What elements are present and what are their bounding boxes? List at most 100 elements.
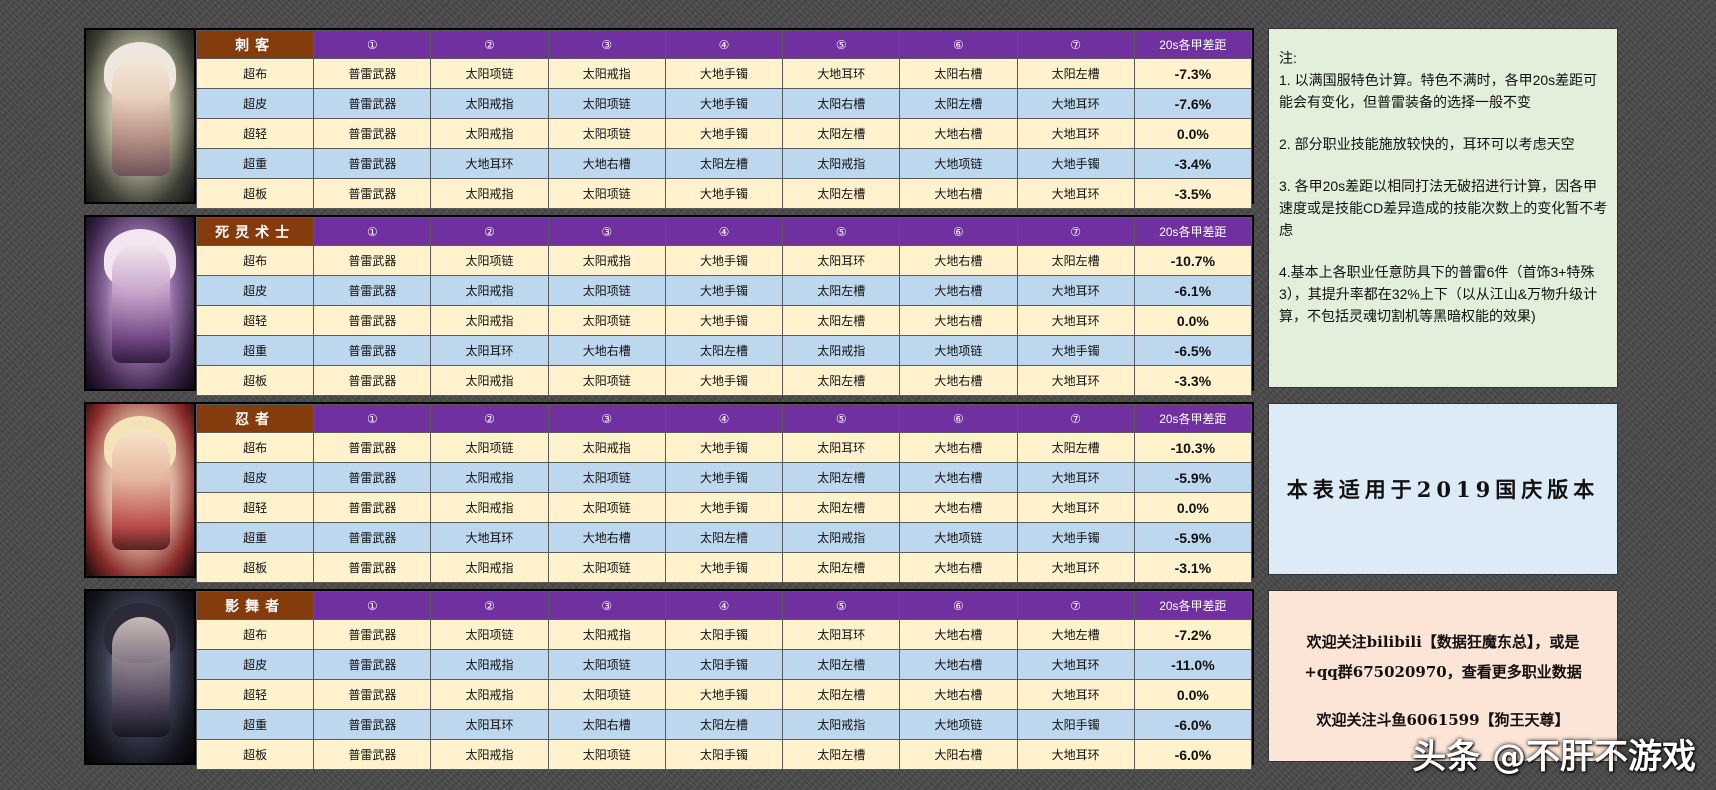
equipment-cell: 普雷武器 xyxy=(313,245,432,276)
equipment-cell: 太阳戒指 xyxy=(430,739,549,770)
diff-value: -11.0% xyxy=(1133,649,1253,680)
diff-header: 20s各甲差距 xyxy=(1133,591,1253,620)
equipment-table: 影舞者 ① ② ③ ④ ⑤ ⑥ ⑦ 20s各甲差距 超布 普雷武器 太阳项链 太阳戒指 太阳手镯 太阳耳环大… xyxy=(195,591,1253,770)
equipment-cell: 太阳左槽 xyxy=(782,679,901,710)
follow-line-1: 欢迎关注bilibili【数据狂魔东总】，或是 xyxy=(1306,633,1580,651)
class-portrait xyxy=(86,404,196,576)
equipment-cell: 太阳项链 xyxy=(547,679,666,710)
table-row: 超板 普雷武器 太阳戒指 太阳项链 大地手镯 太阳左槽 大地右槽 大地耳环 -3.5% xyxy=(195,178,1253,209)
equipment-cell: 太阳项链 xyxy=(430,245,549,276)
table-row: 超板 普雷武器 太阳戒指 太阳项链 大地手镯 太阳左槽 大地右槽 大地耳环 -3.1% xyxy=(195,552,1253,583)
table-row: 超轻 普雷武器 太阳戒指 太阳项链 大地手镯 太阳左槽 大地右槽 大地耳环 0.0% xyxy=(195,305,1253,336)
equipment-cell: 普雷武器 xyxy=(313,118,432,149)
equipment-cell: 太阳戒指 xyxy=(547,619,666,650)
equipment-cell: 大地右槽 xyxy=(899,365,1018,396)
equipment-cell: 大地手镯 xyxy=(1016,148,1135,179)
table-row: 超布 普雷武器 太阳项链 太阳戒指 大地手镯 太阳耳环 大地右槽 太阳左槽 -10.7% xyxy=(195,245,1253,276)
equipment-cell: 大地耳环 xyxy=(1016,679,1135,710)
equipment-cell: 太阳右槽 xyxy=(782,88,901,119)
equipment-cell: 太阳左槽 xyxy=(782,649,901,680)
equipment-cell: 大地右槽 xyxy=(547,335,666,366)
equipment-cell: 大地右槽 xyxy=(899,552,1018,583)
diff-value: -7.3% xyxy=(1133,58,1253,89)
equipment-cell: 太阳戒指 xyxy=(430,178,549,209)
equipment-cell: 太阳戒指 xyxy=(547,58,666,89)
slot-header: ④ xyxy=(664,30,784,59)
class-name: 死灵术士 xyxy=(195,217,315,246)
equipment-cell: 大地右槽 xyxy=(899,275,1018,306)
equipment-cell: 大地右槽 xyxy=(899,118,1018,149)
equipment-cell: 大地手镯 xyxy=(664,305,784,336)
equipment-cell: 太阳项链 xyxy=(430,432,549,463)
equipment-cell: 太阳戒指 xyxy=(430,275,549,306)
equipment-cell: 太阳左槽 xyxy=(782,305,901,336)
equipment-cell: 太阳戒指 xyxy=(782,709,901,740)
equipment-cell: 太阳耳环 xyxy=(430,335,549,366)
equipment-cell: 普雷武器 xyxy=(313,649,432,680)
slot-header: ⑦ xyxy=(1016,217,1135,246)
equipment-cell: 大地项链 xyxy=(899,522,1018,553)
slot-header: ② xyxy=(430,404,549,433)
armor-type: 超轻 xyxy=(195,305,315,336)
diff-value: 0.0% xyxy=(1133,679,1253,710)
equipment-cell: 太阳戒指 xyxy=(430,462,549,493)
armor-type: 超布 xyxy=(195,619,315,650)
equipment-cell: 大地右槽 xyxy=(899,462,1018,493)
note-1: 1. 以满国服特色计算。特色不满时，各甲20s差距可能会有变化，但普雷装备的选择… xyxy=(1279,72,1598,110)
equipment-cell: 大地右槽 xyxy=(899,305,1018,336)
armor-type: 超布 xyxy=(195,432,315,463)
equipment-cell: 太阳耳环 xyxy=(782,432,901,463)
equipment-cell: 太阳项链 xyxy=(547,305,666,336)
diff-value: -3.3% xyxy=(1133,365,1253,396)
equipment-cell: 普雷武器 xyxy=(313,462,432,493)
equipment-cell: 大地手镯 xyxy=(664,679,784,710)
slot-header: ⑦ xyxy=(1016,591,1135,620)
slot-header: ③ xyxy=(547,30,666,59)
equipment-cell: 太阳戒指 xyxy=(547,432,666,463)
diff-value: -7.2% xyxy=(1133,619,1253,650)
equipment-cell: 大地项链 xyxy=(899,335,1018,366)
class-block-2: 死灵术士 ① ② ③ ④ ⑤ ⑥ ⑦ 20s各甲差距 超布 普雷武器 太阳项链 太阳戒指 大地手镯 太阳耳环… xyxy=(84,215,1254,396)
equipment-cell: 太阳戒指 xyxy=(430,649,549,680)
class-portrait xyxy=(86,217,196,389)
armor-type: 超重 xyxy=(195,709,315,740)
armor-type: 超皮 xyxy=(195,275,315,306)
version-note: 本表适用于2019国庆版本 xyxy=(1286,477,1600,502)
equipment-cell: 太阳项链 xyxy=(547,492,666,523)
portrait-figure-shape xyxy=(112,430,170,550)
diff-value: -10.7% xyxy=(1133,245,1253,276)
equipment-cell: 大地右槽 xyxy=(899,679,1018,710)
equipment-cell: 普雷武器 xyxy=(313,619,432,650)
diff-value: -10.3% xyxy=(1133,432,1253,463)
table-header-row: 影舞者 ① ② ③ ④ ⑤ ⑥ ⑦ 20s各甲差距 xyxy=(195,591,1253,620)
equipment-cell: 大地手镯 xyxy=(664,492,784,523)
slot-header: ② xyxy=(430,217,549,246)
table-row: 超皮 普雷武器 太阳戒指 太阳项链 大地手镯 太阳左槽 大地右槽 大地耳环 -5.9% xyxy=(195,462,1253,493)
diff-value: -3.4% xyxy=(1133,148,1253,179)
equipment-cell: 大地项链 xyxy=(899,148,1018,179)
equipment-cell: 太阳手镯 xyxy=(1016,709,1135,740)
equipment-cell: 大地手镯 xyxy=(664,552,784,583)
equipment-cell: 大地左槽 xyxy=(1016,619,1135,650)
equipment-cell: 太阳项链 xyxy=(547,88,666,119)
equipment-cell: 太阳项链 xyxy=(547,118,666,149)
table-row: 超板 普雷武器 太阳戒指 太阳项链 太阳手镯 太阳左槽 大阳右槽 大地耳环 -6.0% xyxy=(195,739,1253,770)
diff-header: 20s各甲差距 xyxy=(1133,404,1253,433)
equipment-cell: 大地手镯 xyxy=(664,245,784,276)
table-row: 超布 普雷武器 太阳项链 太阳戒指 大地手镯 太阳耳环 大地右槽 太阳左槽 -10.3% xyxy=(195,432,1253,463)
equipment-cell: 太阳左槽 xyxy=(1016,432,1135,463)
table-row: 超重 普雷武器 大地耳环 大地右槽 太阳左槽 太阳戒指 大地项链 大地手镯 -5.9% xyxy=(195,522,1253,553)
equipment-cell: 普雷武器 xyxy=(313,365,432,396)
equipment-cell: 太阳左槽 xyxy=(782,118,901,149)
equipment-table: 死灵术士 ① ② ③ ④ ⑤ ⑥ ⑦ 20s各甲差距 超布 普雷武器 太阳项链 太阳戒指 大地手镯 太阳耳环… xyxy=(195,217,1253,396)
slot-header: ⑤ xyxy=(782,30,901,59)
equipment-table: 刺客 ① ② ③ ④ ⑤ ⑥ ⑦ 20s各甲差距 超布 普雷武器 太阳项链 太阳戒指 大地手镯 大地耳环 太阳… xyxy=(195,30,1253,209)
armor-type: 超板 xyxy=(195,739,315,770)
equipment-cell: 普雷武器 xyxy=(313,709,432,740)
portrait-figure-shape xyxy=(112,56,170,176)
equipment-cell: 太阳戒指 xyxy=(782,335,901,366)
class-portrait xyxy=(86,591,196,763)
equipment-cell: 太阳左槽 xyxy=(782,492,901,523)
slot-header: ② xyxy=(430,30,549,59)
equipment-cell: 普雷武器 xyxy=(313,522,432,553)
